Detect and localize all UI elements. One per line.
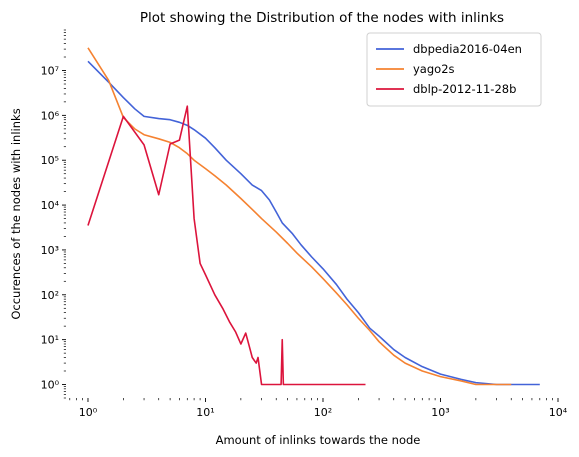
x-tick-label: 10⁰: [79, 406, 98, 419]
legend-label: dbpedia2016-04en: [413, 42, 522, 56]
legend-frame: [366, 32, 542, 107]
legend-label: dblp-2012-11-28b: [413, 82, 516, 96]
y-tick-label: 10¹: [41, 334, 59, 347]
y-tick-label: 10³: [41, 244, 59, 257]
x-axis-label: Amount of inlinks towards the node: [216, 433, 421, 447]
x-tick-label: 10²: [314, 406, 332, 419]
y-tick-label: 10⁴: [41, 199, 60, 212]
x-tick-label: 10³: [431, 406, 449, 419]
y-tick-label: 10⁵: [41, 154, 59, 167]
series-line-dbpedia2016-04en: [87, 60, 540, 386]
series-layer: [87, 47, 540, 386]
x-tick-label: 10⁴: [549, 406, 568, 419]
series-line-dblp-2012-11-28b: [87, 105, 366, 386]
y-tick-label: 10⁰: [41, 378, 60, 391]
x-tick-label: 10¹: [196, 406, 214, 419]
legend: dbpedia2016-04en yago2s dblp-2012-11-28b: [366, 32, 542, 107]
y-tick-label: 10⁷: [41, 65, 59, 78]
axes: 10⁰ 10¹ 10² 10³ 10⁴ 10⁰ 10¹ 10² 10³ 10⁴ 10⁵ 10⁶ 10⁷: [41, 29, 568, 419]
y-tick-label: 10²: [41, 289, 59, 302]
chart-title: Plot showing the Distribution of the nod…: [140, 10, 504, 26]
y-tick-label: 10⁶: [41, 109, 60, 122]
y-axis-label: Occurences of the nodes with inlinks: [9, 108, 23, 319]
series-line-yago2s: [87, 47, 512, 386]
legend-label: yago2s: [413, 62, 455, 76]
